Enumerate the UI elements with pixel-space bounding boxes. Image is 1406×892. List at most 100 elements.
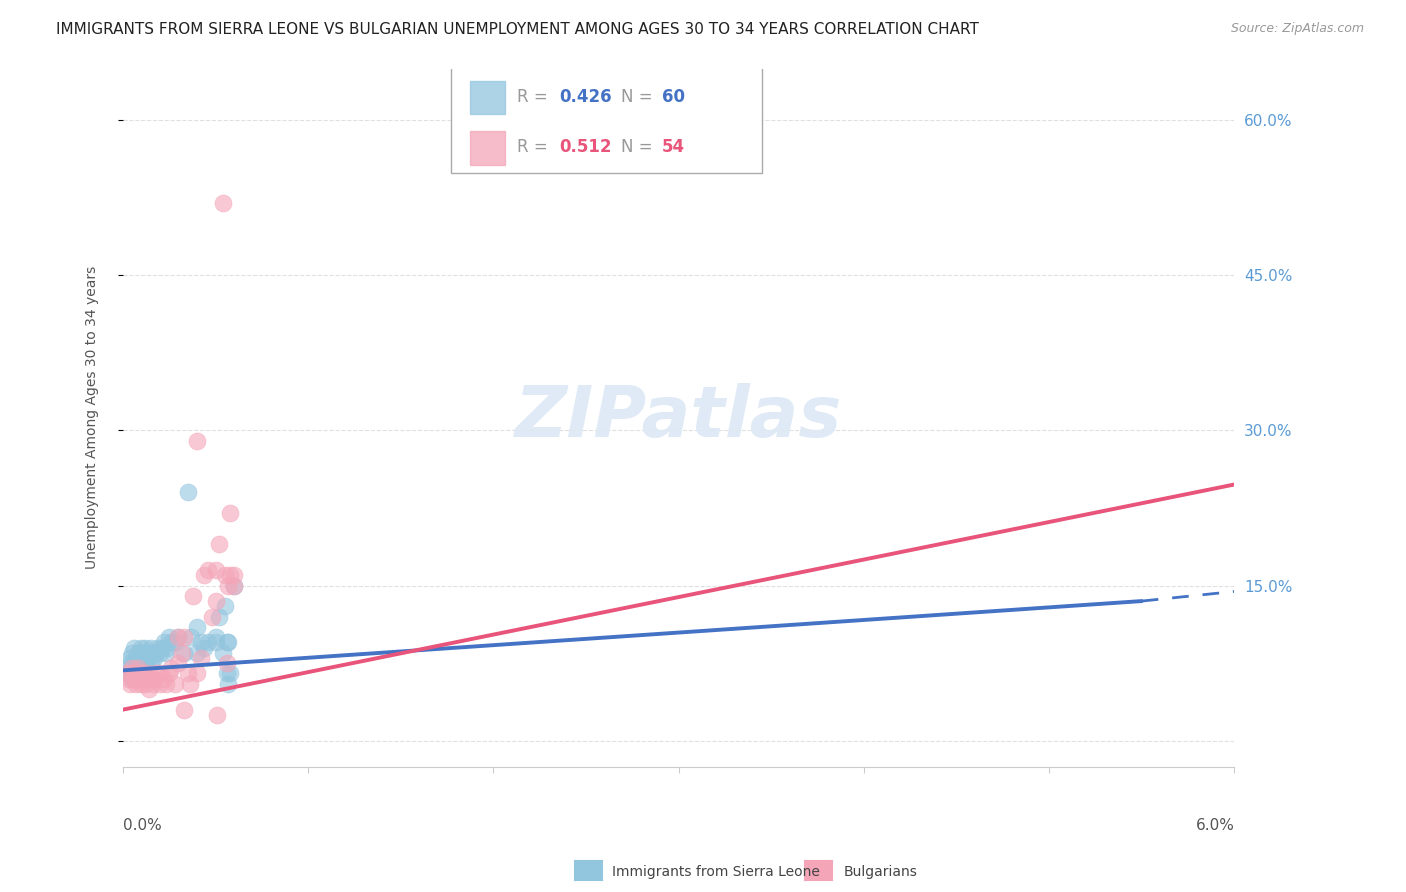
Point: [190, 651, 212, 665]
Point: [128, 666, 150, 681]
Point: [127, 661, 149, 675]
Point: [219, 506, 242, 520]
Point: [134, 640, 156, 655]
Point: [117, 672, 139, 686]
Point: [186, 434, 208, 448]
Point: [180, 630, 202, 644]
Point: [219, 568, 242, 582]
Text: 60: 60: [662, 87, 685, 106]
Text: N =: N =: [621, 87, 658, 106]
Text: IMMIGRANTS FROM SIERRA LEONE VS BULGARIAN UNEMPLOYMENT AMONG AGES 30 TO 34 YEARS: IMMIGRANTS FROM SIERRA LEONE VS BULGARIA…: [56, 22, 979, 37]
Point: [121, 672, 143, 686]
Point: [214, 568, 236, 582]
Point: [186, 620, 208, 634]
Point: [131, 666, 153, 681]
Point: [204, 563, 226, 577]
Point: [204, 594, 226, 608]
Point: [218, 677, 240, 691]
Point: [152, 635, 174, 649]
Point: [160, 661, 183, 675]
FancyBboxPatch shape: [470, 131, 505, 165]
Point: [173, 630, 195, 644]
Point: [131, 640, 153, 655]
Point: [215, 656, 238, 670]
Point: [132, 656, 155, 670]
Point: [121, 646, 143, 660]
Point: [122, 672, 145, 686]
Point: [120, 677, 142, 691]
Point: [117, 666, 139, 681]
Text: 54: 54: [662, 138, 685, 156]
Point: [212, 196, 235, 211]
Point: [150, 640, 173, 655]
Text: 0.0%: 0.0%: [122, 818, 162, 833]
Point: [190, 635, 212, 649]
Point: [155, 646, 177, 660]
Point: [215, 635, 238, 649]
FancyBboxPatch shape: [451, 65, 762, 173]
Text: Immigrants from Sierra Leone: Immigrants from Sierra Leone: [612, 865, 820, 880]
Point: [132, 672, 155, 686]
Point: [141, 677, 163, 691]
Point: [172, 646, 194, 660]
Point: [120, 651, 142, 665]
Point: [201, 609, 224, 624]
Point: [181, 589, 204, 603]
Point: [128, 666, 150, 681]
Point: [215, 666, 238, 681]
Point: [127, 646, 149, 660]
Text: R =: R =: [517, 138, 554, 156]
Point: [136, 646, 159, 660]
Point: [152, 672, 174, 686]
Point: [131, 656, 153, 670]
Point: [193, 640, 215, 655]
Point: [186, 666, 208, 681]
Point: [157, 666, 180, 681]
Text: N =: N =: [621, 138, 658, 156]
Point: [149, 666, 172, 681]
Point: [128, 651, 150, 665]
Text: Source: ZipAtlas.com: Source: ZipAtlas.com: [1230, 22, 1364, 36]
Y-axis label: Unemployment Among Ages 30 to 34 years: Unemployment Among Ages 30 to 34 years: [86, 266, 100, 569]
Point: [125, 651, 148, 665]
Point: [204, 635, 226, 649]
Point: [139, 672, 162, 686]
Point: [197, 563, 219, 577]
Point: [138, 651, 160, 665]
Point: [143, 672, 166, 686]
Point: [163, 635, 186, 649]
Point: [179, 677, 201, 691]
Point: [141, 646, 163, 660]
Point: [145, 646, 167, 660]
Point: [146, 640, 169, 655]
Text: 6.0%: 6.0%: [1195, 818, 1234, 833]
Point: [186, 646, 208, 660]
Point: [136, 656, 159, 670]
Point: [177, 666, 200, 681]
Point: [167, 630, 190, 644]
Point: [134, 677, 156, 691]
Point: [122, 656, 145, 670]
Text: R =: R =: [517, 87, 554, 106]
Point: [125, 677, 148, 691]
Point: [156, 640, 179, 655]
Point: [127, 661, 149, 675]
Point: [139, 656, 162, 670]
Point: [139, 640, 162, 655]
Point: [127, 656, 149, 670]
Point: [115, 661, 138, 675]
Point: [115, 666, 138, 681]
Point: [127, 672, 149, 686]
Point: [208, 537, 231, 551]
Point: [222, 578, 245, 592]
Point: [131, 651, 153, 665]
Point: [173, 703, 195, 717]
Point: [214, 599, 236, 614]
Point: [143, 651, 166, 665]
Point: [149, 646, 172, 660]
Point: [167, 630, 190, 644]
Point: [163, 677, 186, 691]
Point: [122, 640, 145, 655]
Point: [120, 656, 142, 670]
Point: [125, 666, 148, 681]
